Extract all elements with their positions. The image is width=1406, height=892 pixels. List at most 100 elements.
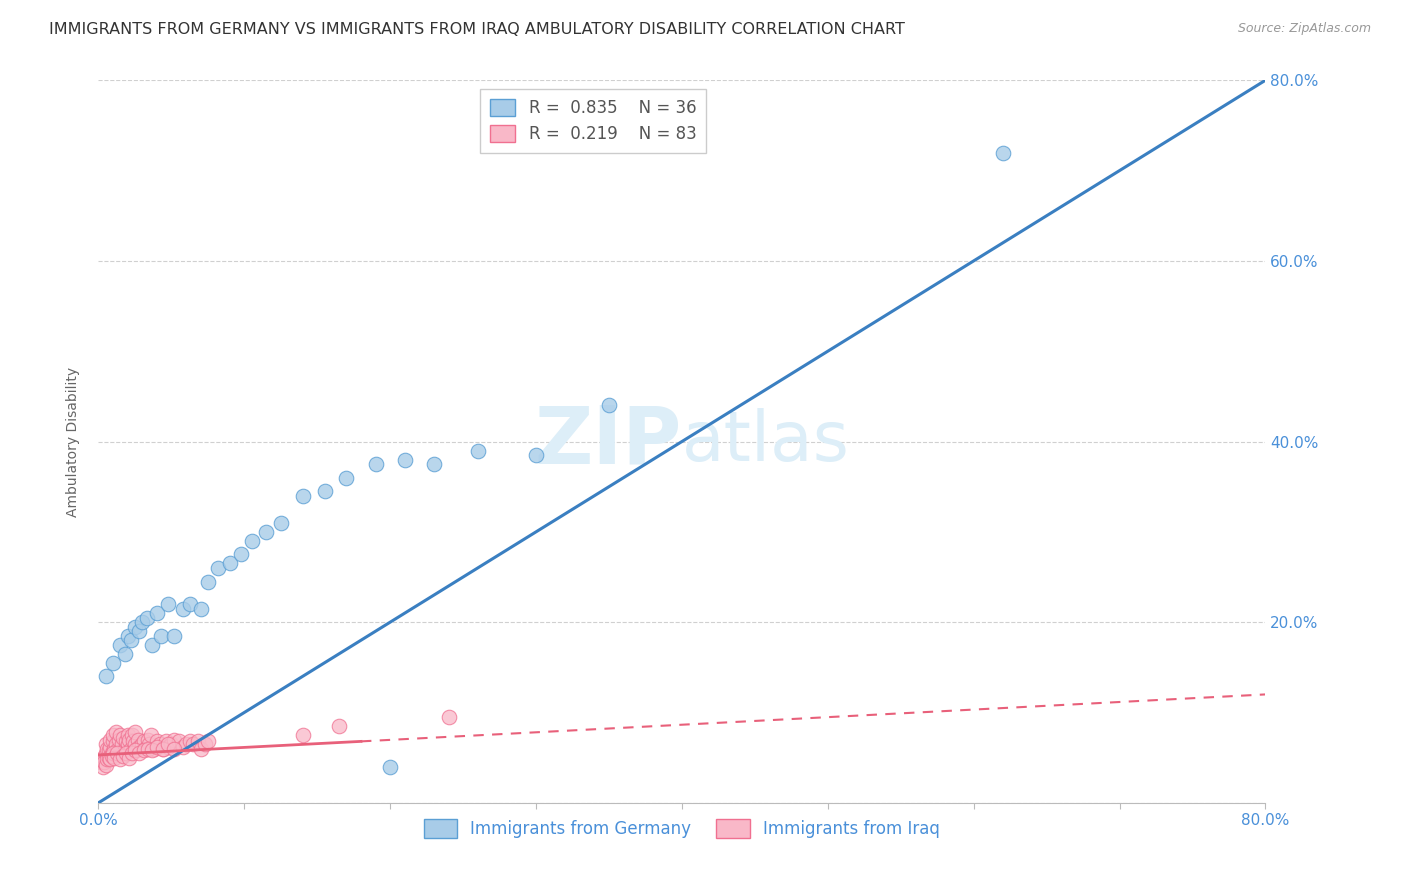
Point	[132, 743, 155, 757]
Point	[240, 533, 263, 548]
Point	[157, 597, 180, 611]
Point	[131, 737, 153, 751]
Point	[141, 743, 163, 757]
Text: IMMIGRANTS FROM GERMANY VS IMMIGRANTS FROM IRAQ AMBULATORY DISABILITY CORRELATIO: IMMIGRANTS FROM GERMANY VS IMMIGRANTS FR…	[49, 22, 905, 37]
Point	[131, 615, 153, 630]
Point	[110, 728, 132, 742]
Point	[103, 741, 125, 756]
Point	[149, 737, 172, 751]
Point	[157, 739, 180, 754]
Point	[110, 752, 132, 766]
Point	[163, 732, 186, 747]
Point	[90, 755, 112, 769]
Point	[94, 737, 117, 751]
Point	[197, 734, 219, 748]
Point	[111, 737, 134, 751]
Point	[254, 524, 277, 539]
Point	[122, 734, 145, 748]
Point	[146, 734, 169, 748]
Point	[96, 741, 118, 756]
Point	[467, 443, 489, 458]
Point	[100, 746, 122, 760]
Y-axis label: Ambulatory Disability: Ambulatory Disability	[66, 367, 80, 516]
Point	[104, 737, 127, 751]
Point	[155, 734, 177, 748]
Point	[112, 748, 135, 763]
Point	[160, 737, 183, 751]
Point	[115, 746, 138, 760]
Point	[124, 743, 146, 757]
Point	[179, 734, 201, 748]
Point	[152, 741, 174, 756]
Point	[128, 739, 150, 754]
Point	[179, 597, 201, 611]
Point	[991, 145, 1014, 160]
Point	[328, 719, 350, 733]
Point	[146, 606, 169, 620]
Point	[97, 750, 120, 764]
Point	[181, 737, 204, 751]
Point	[98, 732, 121, 747]
Point	[93, 752, 115, 766]
Point	[270, 516, 292, 530]
Point	[115, 734, 138, 748]
Point	[187, 734, 209, 748]
Point	[94, 669, 117, 683]
Point	[110, 638, 132, 652]
Point	[291, 489, 314, 503]
Point	[135, 610, 157, 624]
Point	[91, 760, 114, 774]
Point	[231, 548, 253, 562]
Point	[118, 732, 141, 747]
Point	[124, 725, 146, 739]
Point	[190, 741, 212, 756]
Point	[598, 398, 620, 412]
Point	[117, 728, 139, 742]
Text: atlas: atlas	[682, 408, 849, 475]
Point	[194, 737, 217, 751]
Point	[98, 752, 121, 766]
Point	[335, 471, 357, 485]
Point	[314, 484, 336, 499]
Point	[142, 741, 165, 756]
Point	[97, 743, 120, 757]
Point	[207, 561, 229, 575]
Point	[98, 739, 121, 754]
Point	[105, 746, 128, 760]
Point	[380, 760, 402, 774]
Point	[423, 457, 446, 471]
Point	[121, 728, 143, 742]
Point	[124, 620, 146, 634]
Point	[114, 741, 136, 756]
Point	[163, 741, 186, 756]
Point	[524, 448, 547, 462]
Point	[364, 457, 387, 471]
Point	[136, 732, 159, 747]
Point	[101, 746, 124, 760]
Point	[100, 748, 122, 763]
Point	[167, 734, 190, 748]
Point	[127, 732, 149, 747]
Point	[218, 557, 240, 571]
Point	[120, 633, 142, 648]
Point	[112, 731, 135, 745]
Point	[172, 739, 194, 754]
Point	[152, 741, 174, 756]
Point	[94, 746, 117, 760]
Point	[117, 737, 139, 751]
Point	[125, 743, 148, 757]
Point	[139, 728, 162, 742]
Point	[136, 741, 159, 756]
Point	[93, 755, 115, 769]
Point	[163, 629, 186, 643]
Point	[94, 757, 117, 772]
Point	[134, 741, 156, 756]
Point	[105, 743, 128, 757]
Point	[174, 737, 197, 751]
Point	[101, 728, 124, 742]
Point	[190, 601, 212, 615]
Point	[138, 737, 160, 751]
Point	[118, 750, 141, 764]
Point	[132, 734, 155, 748]
Point	[120, 741, 142, 756]
